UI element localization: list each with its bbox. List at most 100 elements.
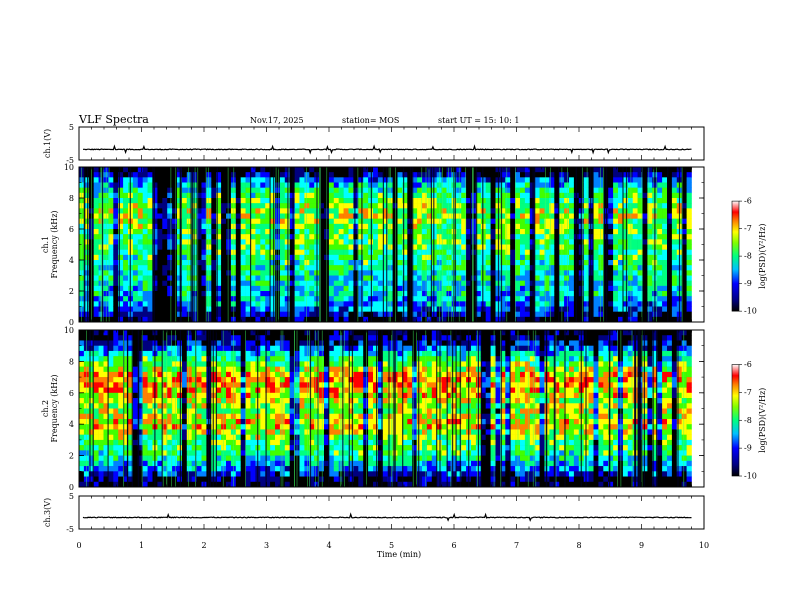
ch1-spectrogram-cell [539, 234, 545, 240]
ch2-spectrogram-cell [147, 398, 153, 404]
ch2-spectrogram-cell [103, 382, 109, 388]
ch1-spectrogram-cell [294, 275, 300, 281]
ch1-spectrogram-cell [152, 239, 158, 245]
ch1-spectrogram-cell [510, 306, 516, 312]
ch1-spectrogram-cell [333, 239, 339, 245]
ch1-spectrogram-cell [627, 187, 633, 194]
ch2-spectrogram-cell [142, 418, 148, 425]
ch1-spectrogram-cell [275, 239, 281, 245]
ch1-spectrogram-cell [147, 218, 153, 225]
ch1-spectrogram-cell [554, 182, 560, 188]
ch1-spectrogram-cell [353, 198, 359, 204]
ch2-spectrogram-cell [177, 408, 183, 415]
ch1-spectrogram-cell [608, 198, 614, 204]
ch1-spectrogram-cell [608, 213, 614, 219]
ch2-spectrogram-cell [79, 382, 85, 388]
ch1-spectrogram-cell [510, 167, 516, 173]
ch1-spectrogram-cell [83, 208, 90, 214]
ch1-spectrogram-cell [294, 254, 300, 261]
ch2-spectrogram-cell [162, 450, 168, 456]
ch1-spectrogram-cell [441, 306, 447, 312]
ch1-spectrogram-cell [382, 260, 388, 266]
ch1-spectrogram-cell [348, 203, 354, 209]
ch1-spectrogram-cell [250, 249, 256, 256]
ch1-spectrogram-cell [583, 270, 589, 276]
ch1-spectrogram-cell [534, 182, 540, 188]
ch1-spectrogram-cell [412, 223, 418, 230]
ch2-spectrogram-cell [216, 429, 222, 435]
ch1-spectrogram-cell [446, 265, 452, 271]
ch1-spectrogram-cell [608, 208, 614, 214]
ch2-spectrogram-cell [88, 413, 94, 420]
ch1-spectrogram-cell [358, 239, 364, 245]
ch1-spectrogram-cell [422, 203, 428, 209]
ch1-spectrogram-cell [490, 311, 496, 318]
ch1-spectrogram-cell [520, 213, 526, 219]
ch1-spectrogram-cell [569, 285, 575, 292]
ch1-spectrogram-cell [681, 270, 687, 276]
ch1-spectrogram-cell [93, 177, 99, 183]
ch2-spectrogram-cell [196, 350, 202, 357]
ch1-spectrogram-cell [319, 249, 325, 256]
ch1-spectrogram-cell [235, 218, 241, 225]
ch1-spectrogram-cell [524, 254, 531, 261]
ch1-spectrogram-cell [353, 208, 359, 214]
ch1-spectrogram-cell [186, 260, 192, 266]
ch1-spectrogram-cell [500, 306, 506, 312]
ch1-spectrogram-cell [622, 254, 629, 261]
ch1-spectrogram-cell [299, 203, 305, 209]
ch1-spectrogram-cell [123, 223, 129, 230]
ch2-spectrogram-cell [186, 356, 192, 362]
ch1-spectrogram-cell [132, 265, 139, 271]
ch1-spectrogram-cell [245, 301, 251, 307]
ch1-spectrogram-cell [632, 306, 638, 312]
ch1-spectrogram-cell [510, 229, 516, 235]
ch1-spectrogram-cell [534, 223, 540, 230]
ch1-spectrogram-cell [221, 208, 227, 214]
ch2-spectrogram-cell [137, 460, 143, 467]
ch1-spectrogram-cell [583, 239, 589, 245]
ch1-spectrogram-cell [270, 306, 276, 312]
ch1-spectrogram-cell [108, 172, 114, 178]
ch1-spectrogram-cell [407, 285, 413, 292]
ch1-spectrogram-cell [647, 213, 653, 219]
ch1-spectrogram-cell [206, 280, 212, 287]
ch1-spectrogram-cell [93, 239, 99, 245]
ch1-spectrogram-cell [201, 275, 207, 281]
ch1-spectrogram-cell [245, 223, 251, 230]
ch1-spectrogram-cell [534, 285, 540, 292]
ch1-spectrogram-cell [333, 311, 339, 318]
ch1-spectrogram-cell [181, 234, 188, 240]
ch2-spectrogram-cell [79, 476, 85, 483]
ch1-spectrogram-cell [137, 218, 143, 225]
ch1-spectrogram-cell [93, 311, 99, 318]
ch2-spectrogram-cell [181, 340, 188, 346]
ch1-spectrogram-cell [657, 234, 663, 240]
ch2-spectrogram-cell [108, 418, 114, 425]
ch1-spectrogram-cell [270, 229, 276, 235]
ch1-spectrogram-cell [608, 285, 614, 292]
ch2-spectrogram-cell [132, 345, 139, 352]
ch2-spectrogram-cell [93, 366, 99, 373]
ch1-spectrogram-cell [113, 296, 119, 302]
ch2-spectrogram-cell [172, 398, 178, 404]
ch1-spectrogram-cell [250, 167, 256, 173]
ch1-spectrogram-cell [564, 301, 570, 307]
ch1-spectrogram-cell [642, 167, 648, 173]
ch1-spectrogram-cell [172, 311, 178, 318]
ch2-spectrogram-cell [157, 398, 163, 404]
ch2-spectrogram-cell [88, 382, 94, 388]
ch1-spectrogram-cell [373, 306, 379, 312]
ch1-spectrogram-cell [108, 291, 114, 297]
ch2-spectrogram-cell [128, 445, 134, 451]
ch1-spectrogram-cell [554, 223, 560, 230]
ch1-spectrogram-cell [328, 223, 335, 230]
ch1-spectrogram-cell [279, 254, 286, 261]
ch1-spectrogram-cell [583, 172, 589, 178]
ch1-spectrogram-cell [529, 249, 535, 256]
ch1-spectrogram-cell [382, 167, 388, 173]
ch1-spectrogram-cell [603, 239, 609, 245]
ch1-spectrogram-cell [520, 167, 526, 173]
ch1-spectrogram-cell [426, 301, 433, 307]
ch1-spectrogram-cell [544, 275, 550, 281]
